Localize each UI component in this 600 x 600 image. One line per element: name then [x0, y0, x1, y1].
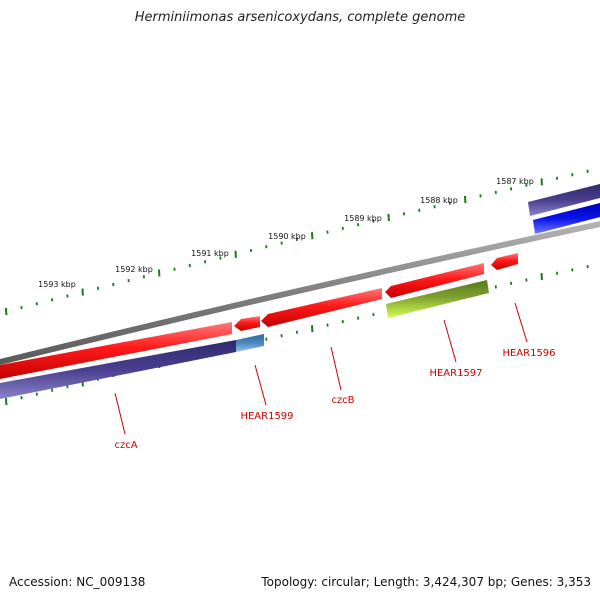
upper-scale-ticks: [5, 169, 589, 316]
leader-czcb: [330, 346, 342, 391]
gene-label-czca: czcA: [114, 440, 137, 451]
kbp-label-1590: 1590 kbp: [268, 232, 306, 241]
kbp-label-1593: 1593 kbp: [38, 280, 76, 289]
gene-hear1597-red[interactable]: [385, 263, 484, 298]
leader-hear1597: [443, 319, 457, 363]
leader-czca: [114, 392, 126, 435]
accession-text: Accession: NC_009138: [9, 575, 146, 589]
gene-hear1587-navy[interactable]: [528, 184, 600, 216]
gene-hear1597-olive[interactable]: [386, 280, 489, 318]
gene-label-hear1596: HEAR1596: [502, 348, 555, 359]
kbp-label-1591: 1591 kbp: [191, 249, 229, 258]
gene-label-hear1597: HEAR1597: [429, 368, 482, 379]
gene-czcb-red[interactable]: [261, 288, 382, 327]
gene-hear1587-blue[interactable]: [533, 203, 600, 234]
gene-hear1596-red[interactable]: [491, 253, 518, 270]
gene-czca-navy[interactable]: [0, 340, 236, 399]
genome-backbone: [0, 221, 600, 365]
gene-czca-red[interactable]: [0, 322, 232, 379]
kbp-label-1587: 1587 kbp: [496, 177, 534, 186]
map-title: Herminiimonas arsenicoxydans, complete g…: [134, 10, 466, 25]
kbp-label-1589: 1589 kbp: [344, 214, 382, 223]
leader-hear1599: [254, 364, 267, 406]
leader-hear1596: [514, 302, 528, 343]
lower-scale-ticks: [5, 264, 589, 406]
gene-hear1599-steel[interactable]: [236, 334, 264, 352]
gene-hear1599-red[interactable]: [234, 316, 260, 331]
genome-info-text: Topology: circular; Length: 3,424,307 bp…: [261, 575, 591, 589]
gene-label-hear1599: HEAR1599: [240, 411, 293, 422]
kbp-label-1592: 1592 kbp: [115, 265, 153, 274]
kbp-label-1588: 1588 kbp: [420, 196, 458, 205]
gene-label-czcb: czcB: [331, 395, 354, 406]
